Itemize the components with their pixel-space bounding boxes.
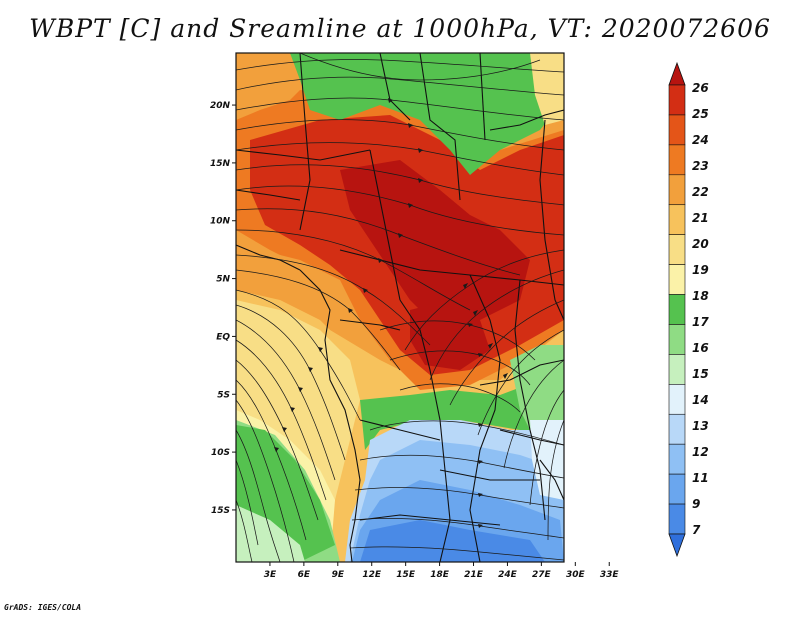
colorbar-level-label: 22 [692, 185, 709, 199]
colorbar-level-label: 13 [692, 419, 709, 433]
colorbar-swatch [668, 473, 686, 505]
colorbar-top-triangle [668, 61, 686, 86]
colorbar-level-label: 20 [692, 237, 709, 251]
colorbar-swatch [668, 354, 686, 385]
colorbar: 26 25 24 23 22 21 20 19 18 17 16 15 14 13 12 11 9 7 [668, 61, 709, 558]
colorbar-level-label: 7 [692, 523, 701, 537]
lon-tick-label: 24E [498, 570, 518, 580]
colorbar-swatch [668, 503, 686, 535]
colorbar-swatch [668, 384, 686, 415]
longitude-axis: 3E 6E 9E 12E 15E 18E 21E 24E 27E 30E 33E [264, 562, 620, 580]
lon-tick-label: 3E [264, 570, 277, 580]
colorbar-level-label: 24 [692, 133, 709, 147]
colorbar-swatch [668, 174, 686, 206]
wbpt-northwest-orange [236, 53, 310, 120]
wbpt-east-lightgreen [510, 345, 564, 440]
grads-credit: GrADS: IGES/COLA [4, 603, 82, 612]
lat-tick-label: EQ [216, 332, 230, 342]
latitude-axis: 20N 15N 10N 5N EQ 5S 10S 15S [210, 101, 236, 516]
wbpt-darkred-region [340, 160, 530, 330]
colorbar-swatch [668, 114, 686, 146]
lon-tick-label: 33E [600, 570, 620, 580]
colorbar-bottom-triangle [668, 533, 686, 558]
streamlines [236, 53, 564, 562]
lon-tick-label: 6E [298, 570, 311, 580]
colorbar-level-label: 15 [692, 367, 709, 381]
lon-tick-label: 30E [566, 570, 586, 580]
map-frame [235, 52, 565, 563]
lat-tick-label: 10N [210, 217, 231, 227]
colorbar-level-label: 17 [692, 315, 709, 329]
lon-tick-label: 12E [362, 570, 382, 580]
colorbar-swatch [668, 144, 686, 176]
wbpt-congo-green [360, 370, 564, 450]
colorbar-level-label: 26 [692, 81, 709, 95]
colorbar-swatch [668, 294, 686, 325]
colorbar-swatch [668, 234, 686, 265]
map-title: WBPT [C] and Sreamline at 1000hPa, VT: 2… [29, 14, 771, 43]
lat-tick-label: 15S [211, 506, 230, 516]
lat-tick-label: 20N [210, 101, 231, 111]
wbpt-northeast-yellow [530, 53, 564, 125]
wbpt-sahara-green [290, 53, 564, 175]
wbpt-gulf-orange [236, 230, 345, 320]
colorbar-level-label: 11 [692, 471, 709, 485]
lat-tick-label: 5N [216, 275, 230, 285]
lon-tick-label: 18E [430, 570, 450, 580]
lat-tick-label: 5S [217, 390, 230, 400]
colorbar-swatch [668, 204, 686, 235]
lon-tick-label: 9E [332, 570, 345, 580]
colorbar-swatch [668, 324, 686, 355]
colorbar-level-label: 23 [692, 159, 709, 173]
wbpt-atlantic-yellow [236, 300, 360, 520]
colorbar-level-label: 19 [692, 263, 709, 277]
lat-tick-label: 10S [211, 448, 230, 458]
streamline-arrowheads [274, 98, 508, 528]
coastlines-and-borders [236, 53, 564, 562]
colorbar-swatch [668, 443, 686, 475]
colorbar-level-label: 12 [692, 445, 709, 459]
colorbar-level-label: 21 [692, 211, 709, 225]
colorbar-level-label: 9 [692, 497, 700, 511]
colorbar-swatch [668, 413, 686, 445]
lat-tick-label: 15N [210, 159, 231, 169]
lon-tick-label: 27E [532, 570, 552, 580]
colorbar-swatch [668, 84, 686, 116]
colorbar-level-label: 16 [692, 341, 709, 355]
wbpt-cold-core [360, 520, 545, 562]
colorbar-level-label: 14 [692, 393, 709, 407]
lon-tick-label: 21E [464, 570, 484, 580]
colorbar-swatch [668, 264, 686, 295]
lon-tick-label: 15E [396, 570, 416, 580]
colorbar-level-label: 25 [692, 107, 709, 121]
colorbar-level-label: 18 [692, 289, 709, 303]
